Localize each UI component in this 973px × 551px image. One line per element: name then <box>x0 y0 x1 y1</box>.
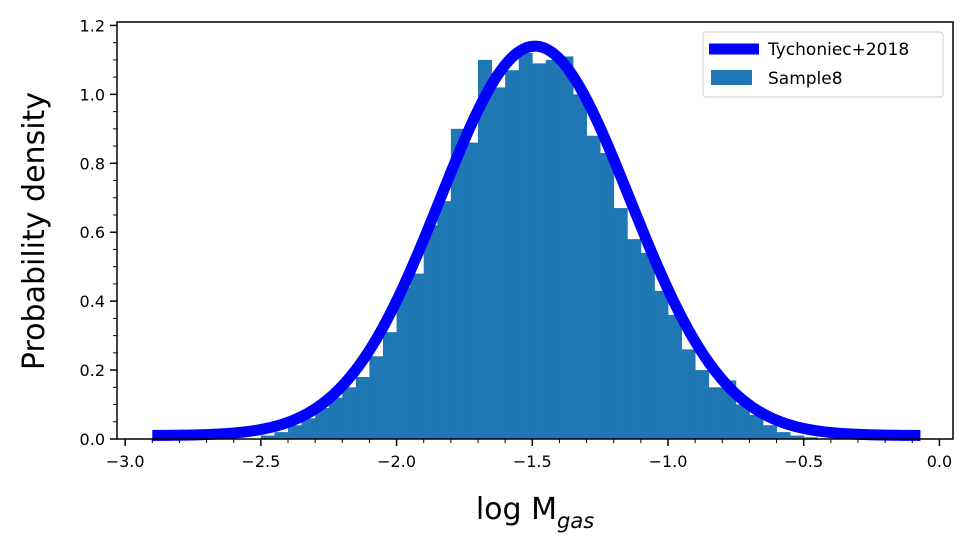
x-axis-label-subscript: gas <box>557 509 594 533</box>
histogram-bar <box>288 425 302 439</box>
y-axis: 0.0 0.2 0.4 0.6 0.8 1.0 1.2 <box>80 16 117 449</box>
x-axis: −3.0 −2.5 −2.0 −1.5 −1.0 −0.5 0.0 <box>106 439 952 471</box>
histogram-bar <box>478 59 492 440</box>
histogram-bar <box>450 128 465 439</box>
histogram-bar <box>437 201 452 439</box>
histogram-bar <box>627 239 642 439</box>
histogram-bar <box>586 135 601 439</box>
histogram-bar <box>613 208 628 439</box>
histogram-bar <box>600 152 615 439</box>
histogram-bar <box>464 142 479 440</box>
histogram-bar <box>274 432 289 439</box>
x-axis-label: log Mgas <box>476 492 594 533</box>
histogram-bar <box>640 252 655 439</box>
histogram-bar <box>423 225 438 439</box>
y-tick-label: 0.8 <box>80 154 105 173</box>
legend-curve-label: Tychoniec+2018 <box>767 40 909 60</box>
histogram-bar <box>803 437 818 439</box>
legend: Tychoniec+2018 Sample8 <box>702 31 944 98</box>
y-tick-label: 0.2 <box>80 361 105 380</box>
legend-histogram-label: Sample8 <box>768 69 843 89</box>
x-tick-label: −3.0 <box>106 452 145 471</box>
histogram-bar <box>396 287 411 439</box>
x-tick-label: −1.5 <box>513 452 552 471</box>
histogram-bar <box>328 397 343 439</box>
histogram-bar <box>559 56 574 440</box>
histogram-bar <box>410 273 425 439</box>
x-tick-label: −2.5 <box>241 452 280 471</box>
histogram-bar <box>532 63 547 439</box>
histogram-bar <box>763 425 777 439</box>
histogram-bar <box>545 59 560 440</box>
histogram-bar <box>315 407 330 439</box>
histogram-bar <box>301 418 316 439</box>
histogram-bar <box>369 356 384 439</box>
histogram-bar <box>776 432 791 439</box>
x-tick-label: −2.0 <box>377 452 416 471</box>
legend-box <box>702 31 944 98</box>
curve-layer <box>149 40 923 441</box>
histogram-bar <box>695 370 710 439</box>
y-tick-label: 0.6 <box>80 223 105 242</box>
histogram-bar <box>573 94 587 440</box>
histogram-bar <box>383 332 397 439</box>
legend-histogram-swatch <box>711 70 752 85</box>
histogram-bar <box>749 414 764 439</box>
x-tick-label: 0.0 <box>927 452 952 471</box>
x-tick-label: −1.0 <box>649 452 688 471</box>
histogram-bar <box>491 87 506 439</box>
histogram-bar <box>668 314 682 439</box>
histogram-bar <box>790 435 805 439</box>
histogram-bars <box>260 53 818 440</box>
histogram-bar <box>342 387 357 439</box>
histogram-bar <box>260 435 275 439</box>
histogram-bar <box>505 70 520 440</box>
x-tick-label: −0.5 <box>784 452 823 471</box>
histogram-bar <box>735 404 750 439</box>
y-axis-label: Probability density <box>17 92 52 370</box>
histogram-bar <box>681 349 696 439</box>
histogram-bar <box>355 376 370 439</box>
y-tick-label: 1.0 <box>80 85 105 104</box>
y-tick-label: 0.4 <box>80 292 105 311</box>
histogram-bar <box>654 290 669 439</box>
gaussian-curve <box>149 40 923 441</box>
y-tick-label: 0.0 <box>80 430 105 449</box>
plot-frame <box>116 21 954 440</box>
histogram-bar <box>708 387 723 439</box>
histogram-bar <box>518 53 533 439</box>
y-tick-label: 1.2 <box>80 16 105 35</box>
